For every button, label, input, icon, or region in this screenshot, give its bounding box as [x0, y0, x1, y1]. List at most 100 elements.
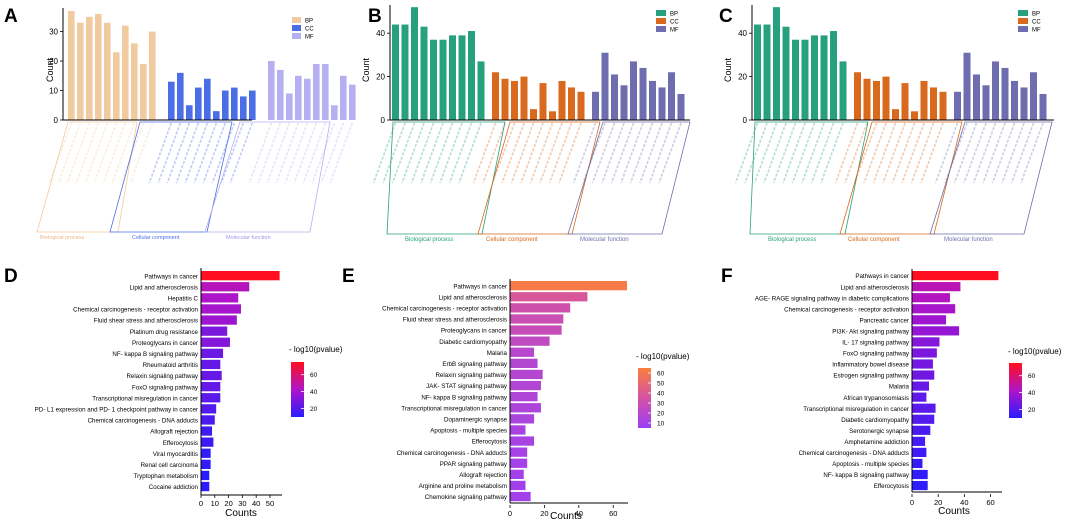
pathway-label-18: NF- kappa B signaling pathway — [823, 472, 910, 479]
pathway-label-6: IL- 17 signaling pathway — [842, 340, 910, 347]
x-term-label-line — [166, 122, 191, 184]
x-term-label-line — [293, 122, 318, 184]
panel-e-x-title: Counts — [550, 511, 582, 522]
pathway-label-15: Amphetamine addiction — [844, 439, 909, 446]
x-term-label-line — [175, 122, 200, 184]
x-term-label-line — [910, 122, 935, 184]
panel-a-legend-swatch-cc — [292, 25, 301, 31]
pathway-label-9: Estrogen signaling pathway — [833, 373, 910, 380]
x-term-label-line — [834, 122, 859, 184]
x-term-label-line — [953, 122, 978, 184]
bar-cc-4 — [204, 78, 211, 120]
bar-bp-9 — [839, 61, 847, 120]
pathway-label-5: Platinum drug resistance — [130, 329, 199, 336]
x-term-label-line — [482, 122, 506, 184]
bar-cc-8 — [568, 87, 575, 120]
pathway-bar-7 — [510, 358, 538, 368]
x-term-label-line — [420, 122, 444, 184]
panel-f-colorbar — [1009, 363, 1022, 418]
pathway-label-9: JAK- STAT signaling pathway — [426, 383, 508, 390]
pathway-label-19: Efferocytosis — [874, 483, 909, 490]
x-term-label-line — [391, 122, 416, 184]
x-term-label-line — [591, 122, 616, 184]
x-term-label-line — [1010, 122, 1035, 184]
bar-cc-8 — [240, 96, 247, 120]
x-term-label-line — [782, 122, 806, 184]
x-term-label-line — [439, 122, 463, 184]
panel-c-group-box-bp — [749, 121, 869, 235]
bar-mf-3 — [982, 85, 990, 120]
bar-mf-6 — [322, 64, 329, 120]
panel-label-c: C — [719, 6, 733, 27]
y-tick-label: 20 — [49, 57, 58, 66]
bar-bp-7 — [458, 35, 466, 120]
bar-mf-3 — [620, 85, 628, 120]
panel-b-legend-swatch-cc — [656, 18, 666, 24]
pathway-bar-1 — [201, 282, 250, 292]
color-tick-label: 50 — [657, 381, 665, 388]
panel-d-x-title: Counts — [225, 508, 257, 519]
panel-b-legend-label-bp: BP — [670, 12, 678, 18]
pathway-label-17: Allograft rejection — [459, 472, 507, 479]
x-term-label-line — [901, 122, 925, 184]
pathway-bar-14 — [201, 426, 213, 436]
bar-bp-2 — [411, 7, 418, 120]
pathway-bar-11 — [201, 393, 221, 403]
y-tick-label: 40 — [738, 29, 747, 38]
x-term-label-line — [658, 122, 682, 184]
pathway-bar-2 — [510, 303, 571, 313]
x-term-label-line — [102, 122, 127, 184]
pathway-label-3: Fluid shear stress and atherosclerosis — [403, 317, 507, 324]
panel-c-legend-swatch-mf — [1018, 26, 1028, 32]
x-term-label-line — [810, 122, 835, 184]
x-term-label-line — [220, 122, 245, 184]
pathway-label-12: Dopaminergic synapse — [444, 417, 507, 424]
pathway-bar-16 — [912, 447, 927, 457]
panel-f-x-title: Counts — [938, 506, 970, 517]
panel-a-group-label-cc: Cellular component — [132, 235, 180, 241]
pathway-bar-9 — [201, 370, 222, 381]
bar-bp-3 — [420, 26, 428, 120]
x-term-label-line — [501, 122, 525, 184]
bar-bp-3 — [782, 26, 790, 120]
bar-mf-2 — [973, 74, 980, 120]
x-term-label-line — [448, 122, 473, 184]
pathway-label-8: Inflammatory bowel disease — [832, 362, 909, 369]
panel-label-b: B — [368, 6, 382, 27]
x-term-label-line — [853, 122, 878, 184]
bar-bp-2 — [773, 7, 780, 120]
x-term-label-line — [510, 122, 535, 184]
panel-b-y-title: Count — [361, 58, 371, 83]
x-term-label-line — [120, 122, 145, 184]
bar-bp-8 — [140, 64, 147, 120]
x-term-label-line — [458, 122, 482, 184]
pathway-label-3: Chemical carcinogenesis - receptor activ… — [784, 306, 909, 313]
pathway-label-17: Apoptosis - multiple species — [832, 461, 909, 468]
bar-cc-2 — [873, 80, 880, 120]
panel-c-group-box-cc — [839, 121, 963, 235]
bar-mf-7 — [331, 105, 338, 120]
x-term-label-line — [820, 122, 844, 184]
pathway-label-3: Chemical carcinogenesis - receptor activ… — [73, 307, 198, 314]
bar-cc-9 — [577, 91, 585, 120]
bar-cc-6 — [222, 90, 229, 120]
bar-cc-1 — [177, 72, 184, 120]
bar-cc-5 — [901, 83, 909, 120]
pathway-label-13: Apoptosis - multiple species — [430, 428, 507, 435]
pathway-bar-18 — [510, 480, 526, 491]
panel-b-group-box-mf — [567, 121, 691, 235]
bar-bp-1 — [77, 22, 84, 121]
bar-mf-4 — [304, 78, 311, 120]
panel-c-group-label-mf: Molecular function — [944, 237, 993, 243]
panel-c-group-label-bp: Biological process — [768, 237, 816, 243]
pathway-label-7: ErbB signaling pathway — [442, 361, 508, 368]
x-term-label-line — [801, 122, 825, 184]
y-tick-label: 10 — [49, 87, 58, 96]
pathway-bar-6 — [201, 337, 230, 347]
x-term-label-line — [202, 122, 227, 184]
x-term-label-line — [93, 122, 118, 184]
pathway-label-19: Cocaine addiction — [149, 484, 199, 491]
panel-e-kegg-chart: Pathways in cancer Lipid and atherosclero… — [382, 279, 690, 522]
pathway-bar-3 — [510, 314, 564, 324]
pathway-label-4: Pancreatic cancer — [859, 317, 909, 324]
